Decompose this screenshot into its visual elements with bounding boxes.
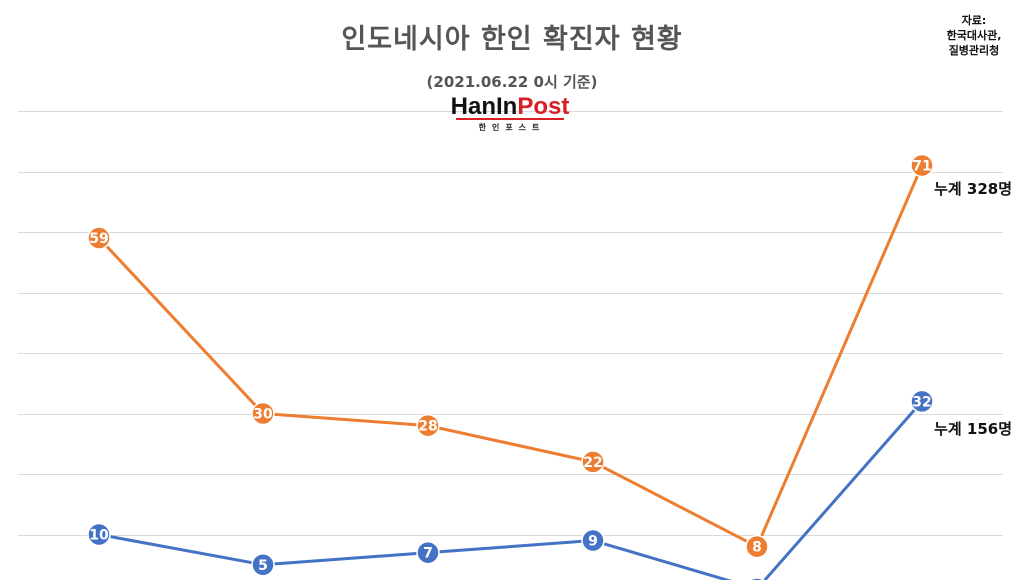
series-line-1 [97, 164, 924, 549]
data-point-1-1 [87, 226, 111, 250]
logo-text-post: Post [517, 93, 569, 120]
chart-title: 인도네시아 한인 확진자 현황 [341, 24, 682, 55]
data-point-2-5 [749, 577, 765, 580]
data-point-1-4 [581, 450, 605, 474]
gridlines [18, 111, 1003, 536]
chart-subtitle: (2021.06.22 0시 기준) [427, 73, 598, 91]
data-point-2-2 [251, 553, 275, 577]
data-point-2-1 [87, 522, 111, 547]
hanin-post-logo: HanInPost 한인포스트 [451, 93, 570, 132]
data-label-1-6: 71 [912, 158, 931, 174]
data-label-2-6: 32 [912, 394, 931, 410]
data-point-1-3 [416, 413, 440, 438]
svg-text:HanInPost: HanInPost [451, 93, 570, 120]
logo-text-hanin: HanIn [451, 93, 518, 120]
source-line-3: 질병관리청 [949, 43, 1000, 57]
source-line-1: 자료: [962, 13, 987, 27]
logo-underline [456, 118, 564, 120]
data-point-1-6 [910, 153, 934, 178]
data-point-2-4 [581, 528, 605, 553]
data-label-1-2: 30 [253, 407, 273, 423]
data-label-2-2: 5 [258, 558, 268, 574]
data-label-1-5: 8 [752, 540, 762, 556]
source-line-2: 한국대사관, [947, 28, 1002, 42]
data-label-2-1: 10 [89, 528, 109, 544]
logo-subtext: 한인포스트 [479, 122, 546, 132]
series-line-2 [98, 400, 924, 580]
data-point-2-6 [910, 389, 934, 414]
total-label-blue: 누계 156명 [934, 420, 1012, 438]
data-label-2-4: 9 [588, 534, 598, 550]
data-label-2-3: 7 [423, 546, 433, 562]
series-layer: 59 30 28 22 8 71 10 5 7 9 32 [87, 153, 934, 580]
data-label-1-4: 22 [583, 455, 602, 471]
data-point-2-3 [416, 540, 440, 565]
total-label-orange: 누계 328명 [934, 180, 1012, 198]
data-point-1-2 [251, 401, 275, 426]
data-point-1-5 [745, 534, 769, 559]
data-label-1-1: 59 [89, 231, 108, 247]
data-label-1-3: 28 [418, 419, 437, 435]
